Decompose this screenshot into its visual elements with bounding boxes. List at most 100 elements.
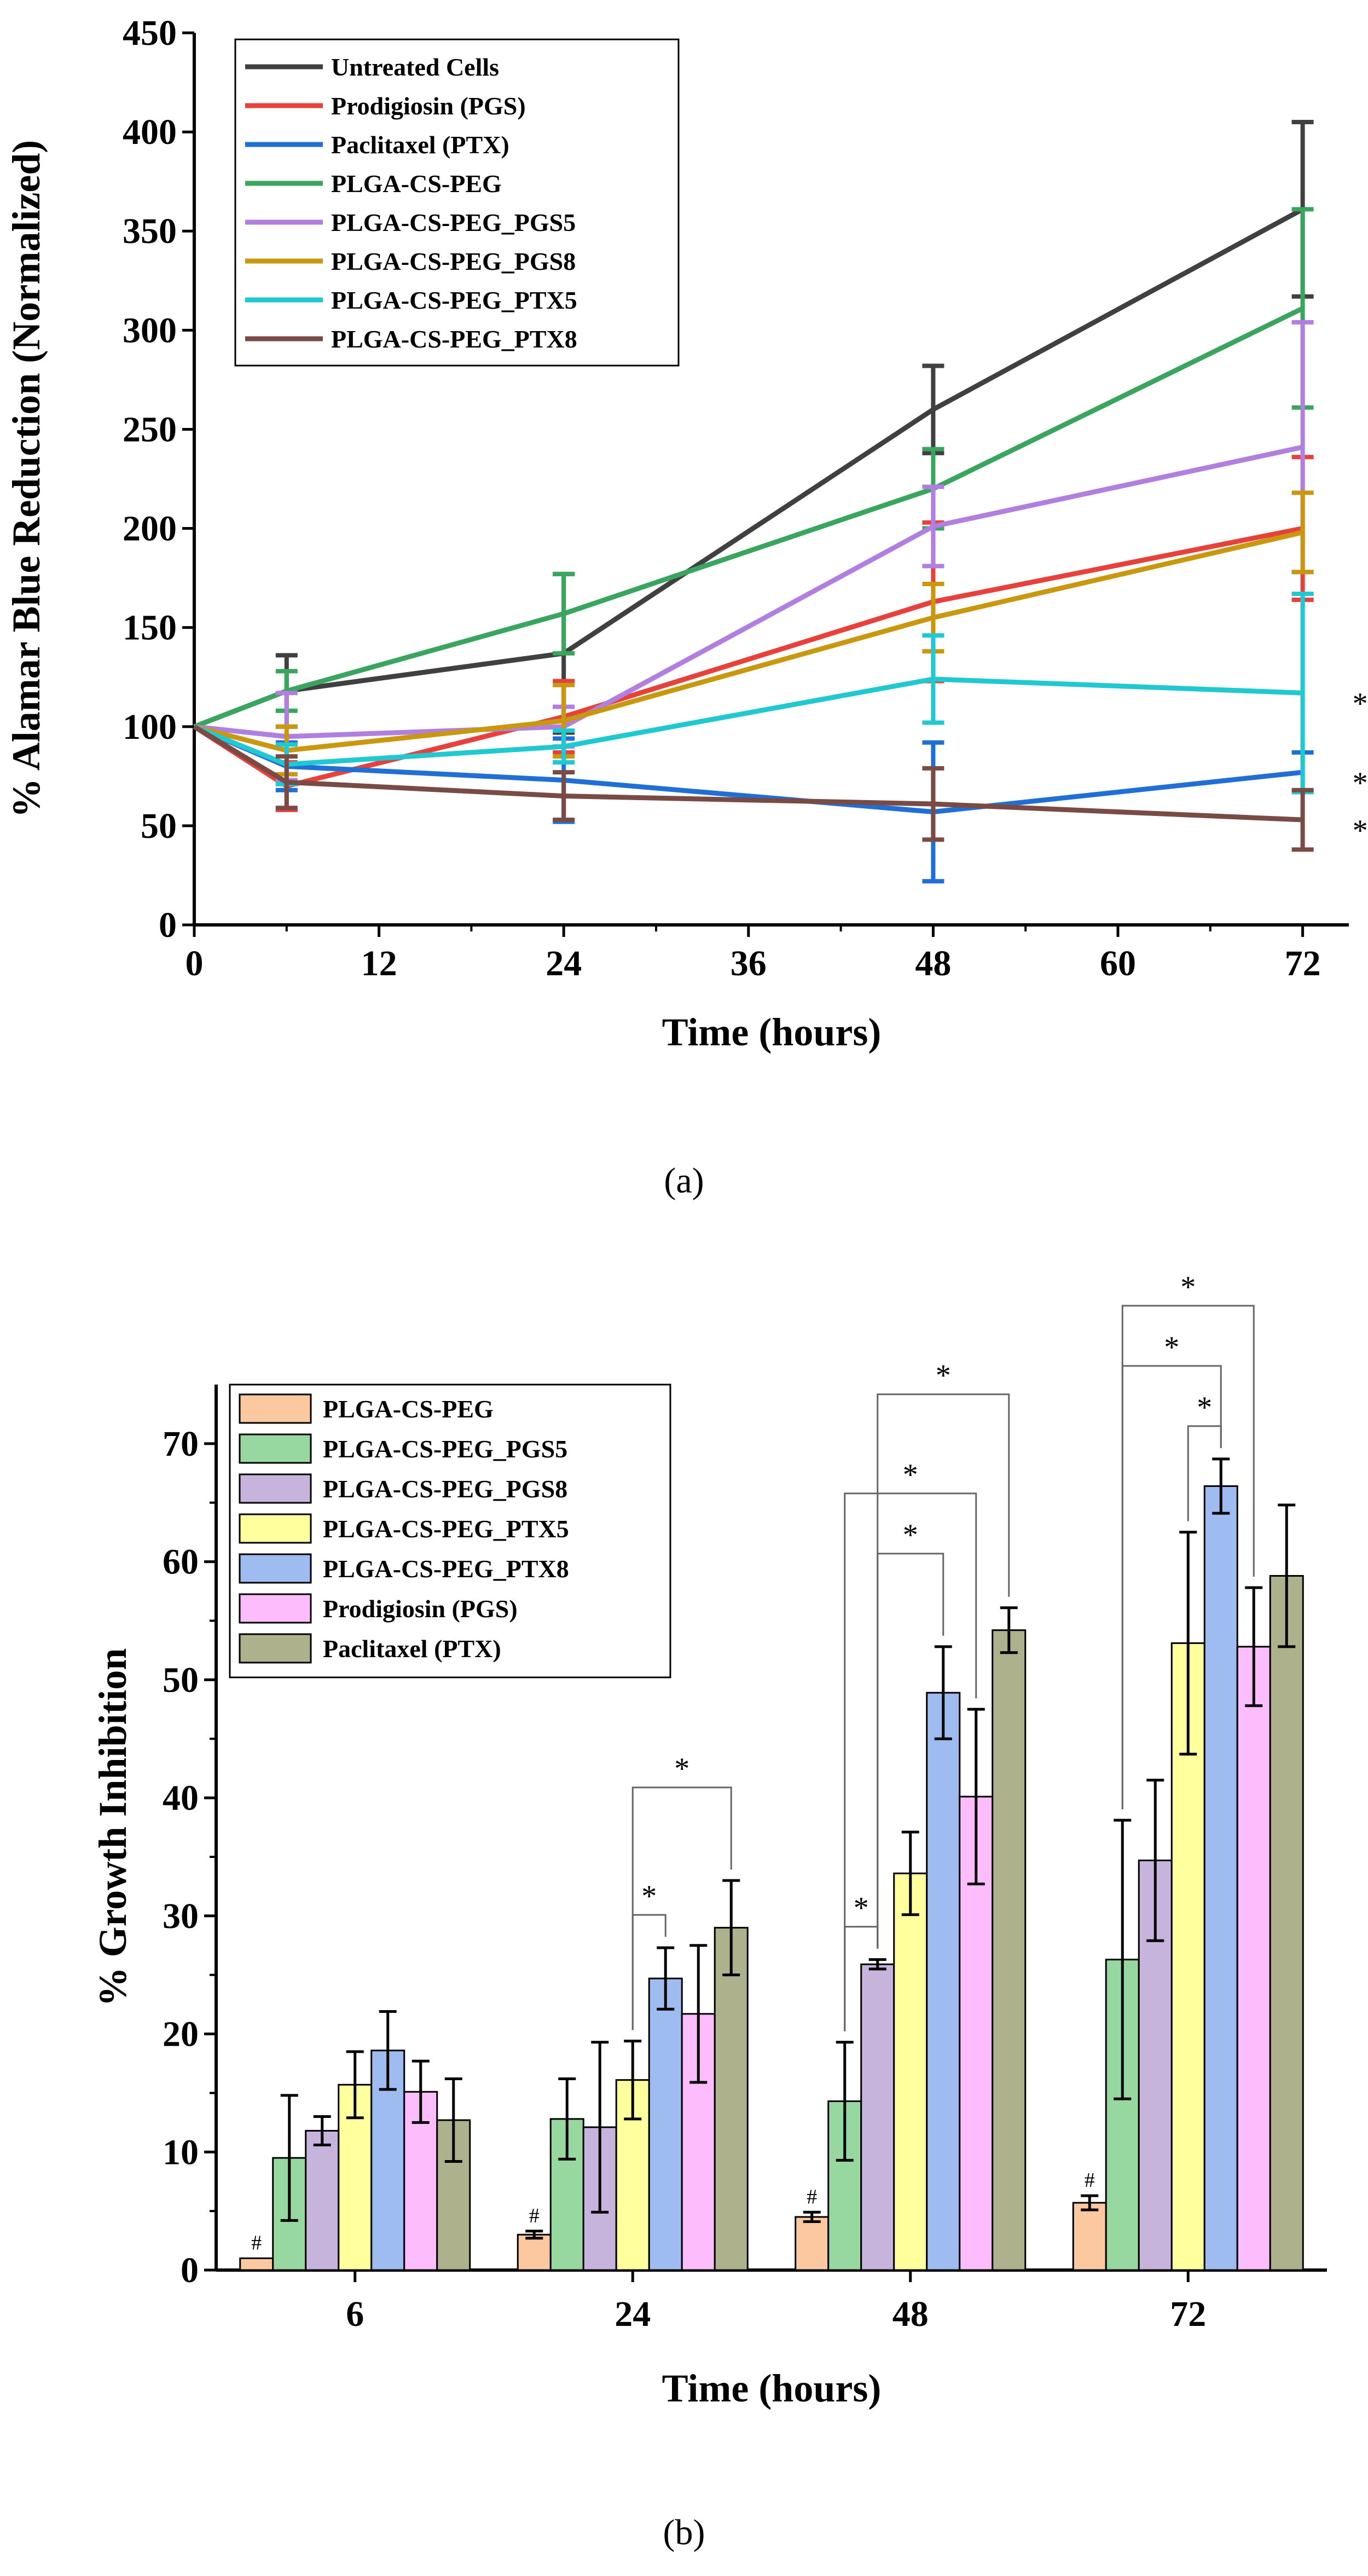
legend-label-plga-cs-peg-pgs8: PLGA-CS-PEG_PGS8 (323, 1475, 567, 1503)
chart-b-y-tick-label: 70 (163, 1424, 199, 1464)
chart-a-y-tick-label: 350 (123, 211, 177, 251)
chart-a-y-tick-label: 200 (123, 509, 177, 549)
bar-plga-cs-peg-pgs8-6h (305, 2129, 340, 2271)
chart-b-y-tick-label: 0 (181, 2250, 199, 2290)
bar-plga-cs-peg-ptx5-48h (893, 1872, 928, 2271)
legend-label-prodigiosin-pgs: Prodigiosin (PGS) (331, 92, 526, 120)
significance-star-48h: * (936, 1359, 951, 1393)
bar-paclitaxel-ptx-48h (992, 1629, 1027, 2271)
legend-label-plga-cs-peg-ptx5: PLGA-CS-PEG_PTX5 (323, 1515, 569, 1543)
significance-star-72h: * (1197, 1391, 1212, 1425)
legend-swatch-plga-cs-peg-pgs5 (239, 1433, 312, 1464)
chart-a-y-tick-label: 50 (141, 806, 177, 846)
chart-a-legend (234, 38, 680, 367)
significance-star-72h: * (1164, 1330, 1179, 1364)
legend-label-paclitaxel-ptx: Paclitaxel (PTX) (323, 1635, 501, 1663)
legend-swatch-plga-cs-peg (239, 1393, 312, 1424)
significance-star-48h: * (903, 1458, 918, 1492)
chart-a-y-tick-label: 450 (123, 13, 177, 53)
significance-star-24h: * (674, 1752, 689, 1786)
legend-label-plga-cs-peg-ptx8: PLGA-CS-PEG_PTX8 (331, 325, 577, 353)
caption-b: (b) (663, 2513, 705, 2552)
legend-label-plga-cs-peg-pgs8: PLGA-CS-PEG_PGS8 (331, 247, 576, 275)
significance-bracket-48h (877, 1393, 1010, 1949)
legend-swatch-prodigiosin-pgs (239, 1593, 312, 1624)
significance-star-72h: * (1180, 1270, 1196, 1304)
bar-plga-cs-peg-pgs8-48h (860, 1963, 895, 2271)
bar-paclitaxel-ptx-6h (436, 2119, 471, 2271)
chart-b-x-tick-label: 48 (892, 2294, 929, 2334)
hash-marker-72h: # (1085, 2169, 1095, 2192)
legend-label-prodigiosin-pgs: Prodigiosin (PGS) (323, 1595, 518, 1623)
chart-b-y-tick-label: 60 (163, 1542, 199, 1582)
chart-b-y-tick-label: 50 (163, 1660, 199, 1700)
chart-a-x-tick-label: 0 (186, 943, 204, 983)
legend-label-plga-cs-peg-pgs5: PLGA-CS-PEG_PGS5 (323, 1435, 567, 1463)
legend-label-plga-cs-peg: PLGA-CS-PEG (331, 170, 502, 198)
legend-label-paclitaxel-ptx: Paclitaxel (PTX) (331, 131, 509, 159)
significance-star-paclitaxel-ptx: * (1353, 766, 1368, 800)
series-line-plga-cs-peg-pgs8 (193, 530, 1303, 753)
series-line-plga-cs-peg-pgs5 (194, 444, 1303, 739)
significance-star-48h: * (903, 1518, 918, 1552)
caption-a: (a) (664, 1161, 704, 1201)
chart-a-x-tick-label: 72 (1285, 943, 1321, 983)
chart-b-x-tick-label: 24 (615, 2294, 651, 2334)
significance-bracket-24h (631, 1786, 732, 2030)
chart-a-x-tick-label: 36 (731, 943, 767, 983)
chart-b-x-label: Time (hours) (662, 2366, 882, 2410)
chart-b-y-label: % Growth Inhibition (91, 1648, 135, 2007)
chart-a-y-tick-label: 250 (123, 409, 177, 449)
legend-swatch-plga-cs-peg-ptx8 (239, 1553, 312, 1584)
significance-star-24h: * (641, 1879, 657, 1913)
chart-a-x-tick-label: 60 (1100, 943, 1136, 983)
bar-paclitaxel-ptx-24h (714, 1926, 749, 2271)
legend-label-plga-cs-peg: PLGA-CS-PEG (323, 1395, 494, 1423)
hash-marker-24h: # (529, 2204, 540, 2227)
chart-b-x-tick-label: 72 (1170, 2294, 1206, 2334)
chart-a-y-label: % Alamar Blue Reduction (Normalized) (4, 140, 48, 818)
chart-b-y-tick-label: 30 (163, 1896, 199, 1936)
bar-plga-cs-peg-ptx8-72h (1203, 1485, 1238, 2271)
chart-a-x-label: Time (hours) (662, 1010, 882, 1054)
bar-plga-cs-peg-6h (239, 2257, 274, 2271)
chart-b-y-tick-label: 40 (163, 1778, 199, 1818)
significance-bracket-72h (1121, 1305, 1255, 1810)
significance-star-48h: * (854, 1891, 869, 1925)
legend-label-plga-cs-peg-ptx8: PLGA-CS-PEG_PTX8 (323, 1555, 569, 1583)
bar-plga-cs-peg-48h (795, 2216, 830, 2271)
bar-plga-cs-peg-ptx8-24h (648, 1977, 683, 2271)
bar-paclitaxel-ptx-72h (1269, 1574, 1304, 2271)
chart-b-y-tick-label: 10 (163, 2132, 199, 2172)
chart-b-y-tick-label: 20 (163, 2015, 199, 2054)
chart-b-bar: 0 10 20 30 40 50 60 70 6 24 48 72 Time (hours) % Grow… (91, 1270, 1327, 2410)
legend-label-plga-cs-peg-ptx5: PLGA-CS-PEG_PTX5 (331, 286, 577, 314)
legend-label-plga-cs-peg-pgs5: PLGA-CS-PEG_PGS5 (331, 209, 576, 236)
bar-plga-cs-peg-ptx8-48h (926, 1692, 961, 2271)
significance-star-plga-cs-peg-ptx5: * (1353, 687, 1368, 721)
legend-swatch-paclitaxel-ptx (239, 1633, 312, 1664)
series-line-prodigiosin-pgs (193, 526, 1303, 789)
legend-label-untreated-cells: Untreated Cells (331, 53, 499, 81)
bar-plga-cs-peg-72h (1072, 2202, 1107, 2271)
series-line-plga-cs-peg (193, 306, 1304, 729)
legend-swatch-plga-cs-peg-ptx5 (239, 1513, 312, 1544)
legend-swatch-plga-cs-peg-pgs8 (239, 1473, 312, 1504)
significance-star-plga-cs-peg-ptx8: * (1353, 814, 1368, 848)
chart-a-y-tick-label: 150 (123, 608, 177, 648)
series-line-plga-cs-peg-ptx5 (193, 676, 1303, 767)
chart-a-line: 0 50 100 150 200 250 300 350 400 450 0 12 24 36 48 60 72… (4, 13, 1368, 1054)
significance-bracket-48h (844, 1492, 977, 2031)
chart-b-x-tick-label: 6 (346, 2294, 364, 2334)
chart-a-x-tick-label: 12 (361, 943, 397, 983)
bar-plga-cs-peg-24h (517, 2233, 552, 2271)
hash-marker-6h: # (251, 2231, 262, 2254)
chart-a-x-tick-label: 24 (546, 943, 582, 983)
chart-a-x-tick-label: 48 (915, 943, 951, 983)
chart-a-y-tick-label: 0 (159, 905, 177, 945)
chart-a-y-tick-label: 300 (123, 310, 177, 350)
hash-marker-48h: # (807, 2185, 817, 2208)
bar-prodigiosin-pgs-72h (1236, 1646, 1271, 2271)
chart-a-y-tick-label: 400 (123, 112, 177, 152)
